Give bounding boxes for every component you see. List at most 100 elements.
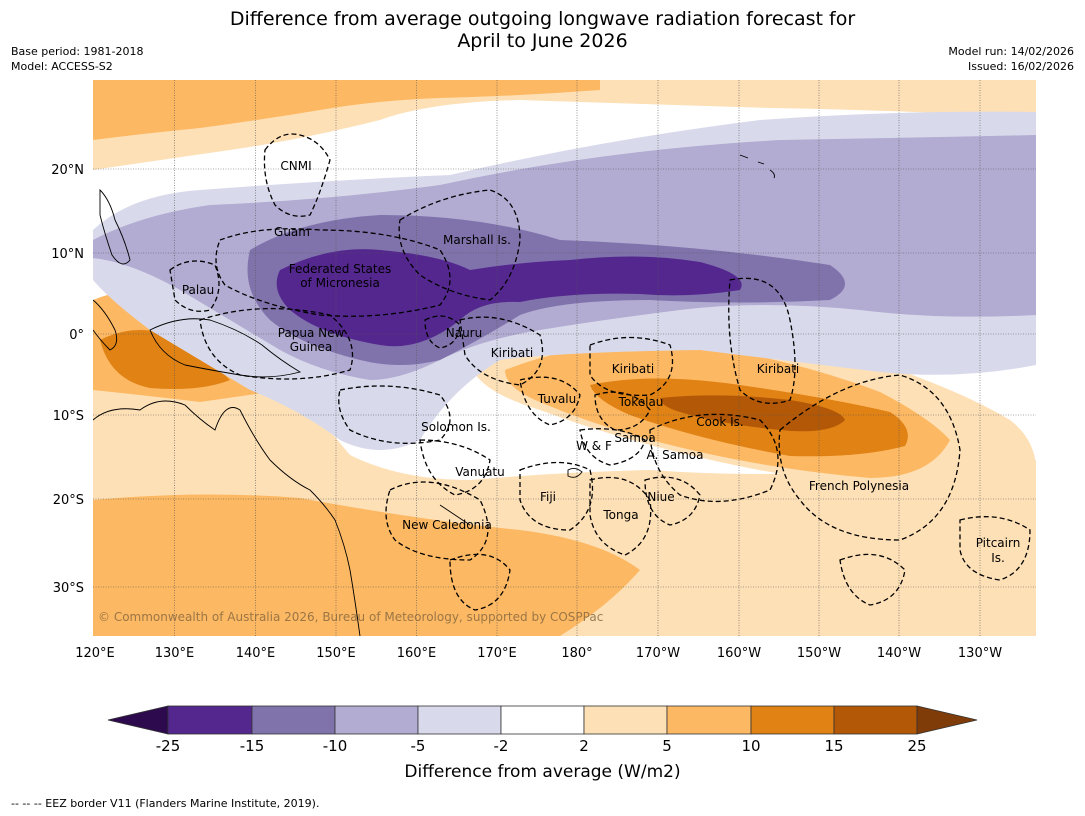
- place-label: Federated States: [289, 262, 391, 276]
- place-label: Guinea: [290, 340, 333, 354]
- place-label: Is.: [991, 551, 1005, 565]
- lon-label: 150°E: [316, 646, 356, 661]
- eez-cnmi: [263, 133, 331, 217]
- place-label: Niue: [647, 490, 674, 504]
- model-run: Model run: 14/02/2026: [948, 45, 1074, 58]
- map-title-line1: Difference from average outgoing longwav…: [229, 8, 856, 30]
- lon-axis-labels: 120°E 130°E 140°E 150°E 160°E 170°E 180°…: [75, 646, 1002, 661]
- place-label: New Caledonia: [402, 518, 492, 532]
- eez-tuvalu: [519, 376, 581, 426]
- place-label: Pitcairn: [976, 536, 1021, 550]
- hawaii-coast: [739, 154, 775, 179]
- lon-label: 130°E: [155, 646, 195, 661]
- colorbar-swatch: [750, 705, 835, 735]
- eez-tonga: [589, 476, 652, 556]
- lat-label: 10°S: [53, 409, 84, 424]
- eez-footnote: -- -- -- EEZ border V11 (Flanders Marine…: [11, 797, 320, 810]
- new-caledonia-coast: [439, 504, 471, 526]
- place-label: French Polynesia: [809, 479, 909, 493]
- lat-label: 20°N: [51, 163, 84, 178]
- lat-axis-labels: 20°N 10°N 0° 10°S 20°S 30°S: [51, 163, 84, 596]
- place-label: W & F: [576, 439, 612, 453]
- lat-label: 30°S: [53, 581, 84, 596]
- lon-label: 150°W: [797, 646, 841, 661]
- colorbar-swatch: [417, 705, 502, 735]
- colorbar-swatch: [583, 705, 668, 735]
- place-label: Nauru: [446, 326, 482, 340]
- lon-label: 140°W: [877, 646, 921, 661]
- eez-palau: [169, 260, 220, 312]
- colorbar-swatch: [334, 705, 419, 735]
- colorbar-swatch: [500, 705, 585, 735]
- place-label: Kiribati: [612, 362, 654, 376]
- eez-wallis-samoa: [579, 428, 646, 466]
- lat-label: 20°S: [53, 493, 84, 508]
- lon-label: 120°E: [75, 646, 115, 661]
- eez-kiribati-phoenix: [589, 336, 674, 396]
- place-label: Vanuatu: [455, 465, 505, 479]
- eez-marshall: [398, 189, 521, 301]
- indonesia-coast: [93, 299, 118, 351]
- fiji-coast: [567, 467, 583, 478]
- eez-french-polynesia: [778, 374, 961, 541]
- place-label: of Micronesia: [300, 276, 380, 290]
- colorbar-tick-label: -5: [410, 737, 426, 755]
- graticule: [93, 80, 1036, 636]
- lon-label: 140°E: [236, 646, 276, 661]
- eez-borders: [169, 133, 1031, 611]
- issued-date: Issued: 16/02/2026: [967, 60, 1074, 73]
- eez-niue: [644, 476, 701, 526]
- colorbar-tick-label: 2: [579, 737, 589, 755]
- australia-coast: [93, 400, 361, 636]
- map-title-line2: April to June 2026: [457, 30, 628, 52]
- lat-label: 0°: [69, 328, 84, 343]
- eez-tokelau: [594, 391, 651, 431]
- place-label: Palau: [182, 283, 214, 297]
- eez-south-loop: [839, 553, 906, 606]
- eez-micronesia: [215, 228, 451, 317]
- colorbar: [107, 705, 978, 735]
- colorbar-tick-label: -15: [239, 737, 265, 755]
- colorbar-extend-low: [107, 705, 169, 735]
- place-label: Fiji: [540, 490, 556, 504]
- colorbar-tick-label: -10: [322, 737, 348, 755]
- eez-nauru: [424, 315, 461, 349]
- place-label: Tonga: [602, 508, 638, 522]
- contour-pos-5-10-south: [93, 494, 640, 636]
- place-labels: CNMI Guam Marshall Is. Federated States …: [182, 159, 1020, 565]
- place-label: Marshall Is.: [443, 233, 511, 247]
- colorbar-swatch: [167, 705, 253, 735]
- new-guinea-coast: [149, 318, 302, 378]
- eez-vanuatu: [419, 439, 491, 496]
- colorbar-swatch: [833, 705, 918, 735]
- place-label: Papua New: [278, 326, 345, 340]
- eez-solomon: [338, 385, 451, 444]
- place-label: Tuvalu: [537, 392, 577, 406]
- lon-label: 170°W: [636, 646, 680, 661]
- contour-pos-10-15-png: [100, 330, 230, 389]
- place-label: Solomon Is.: [421, 420, 491, 434]
- eez-new-caledonia: [385, 481, 489, 561]
- map-title: Difference from average outgoing longwav…: [0, 8, 1085, 52]
- model-name: Model: ACCESS-S2: [11, 60, 113, 73]
- colorbar-tick-label: 5: [662, 737, 672, 755]
- anomaly-contours: [93, 80, 1036, 636]
- contour-pos-15-25-central: [660, 395, 845, 432]
- place-label: A. Samoa: [647, 448, 704, 462]
- eez-kiribati-line: [728, 277, 796, 404]
- colorbar-tick-label: 15: [824, 737, 844, 755]
- lon-label: 130°W: [958, 646, 1002, 661]
- colorbar-tick-label: -25: [155, 737, 181, 755]
- copyright-notice: © Commonwealth of Australia 2026, Bureau…: [98, 610, 603, 624]
- place-label: Samoa: [614, 431, 655, 445]
- philippines-coast: [99, 188, 131, 265]
- eez-north-loop: [449, 553, 511, 611]
- meta-left: Base period: 1981-2018 Model: ACCESS-S2: [11, 44, 143, 74]
- lon-label: 170°E: [477, 646, 517, 661]
- colorbar-swatch: [251, 705, 336, 735]
- colorbar-tick-label: 25: [907, 737, 927, 755]
- colorbar-tick-label: 10: [741, 737, 761, 755]
- base-period: Base period: 1981-2018: [11, 45, 144, 58]
- eez-kiribati-gilbert: [459, 316, 544, 386]
- place-label: Kiribati: [491, 346, 533, 360]
